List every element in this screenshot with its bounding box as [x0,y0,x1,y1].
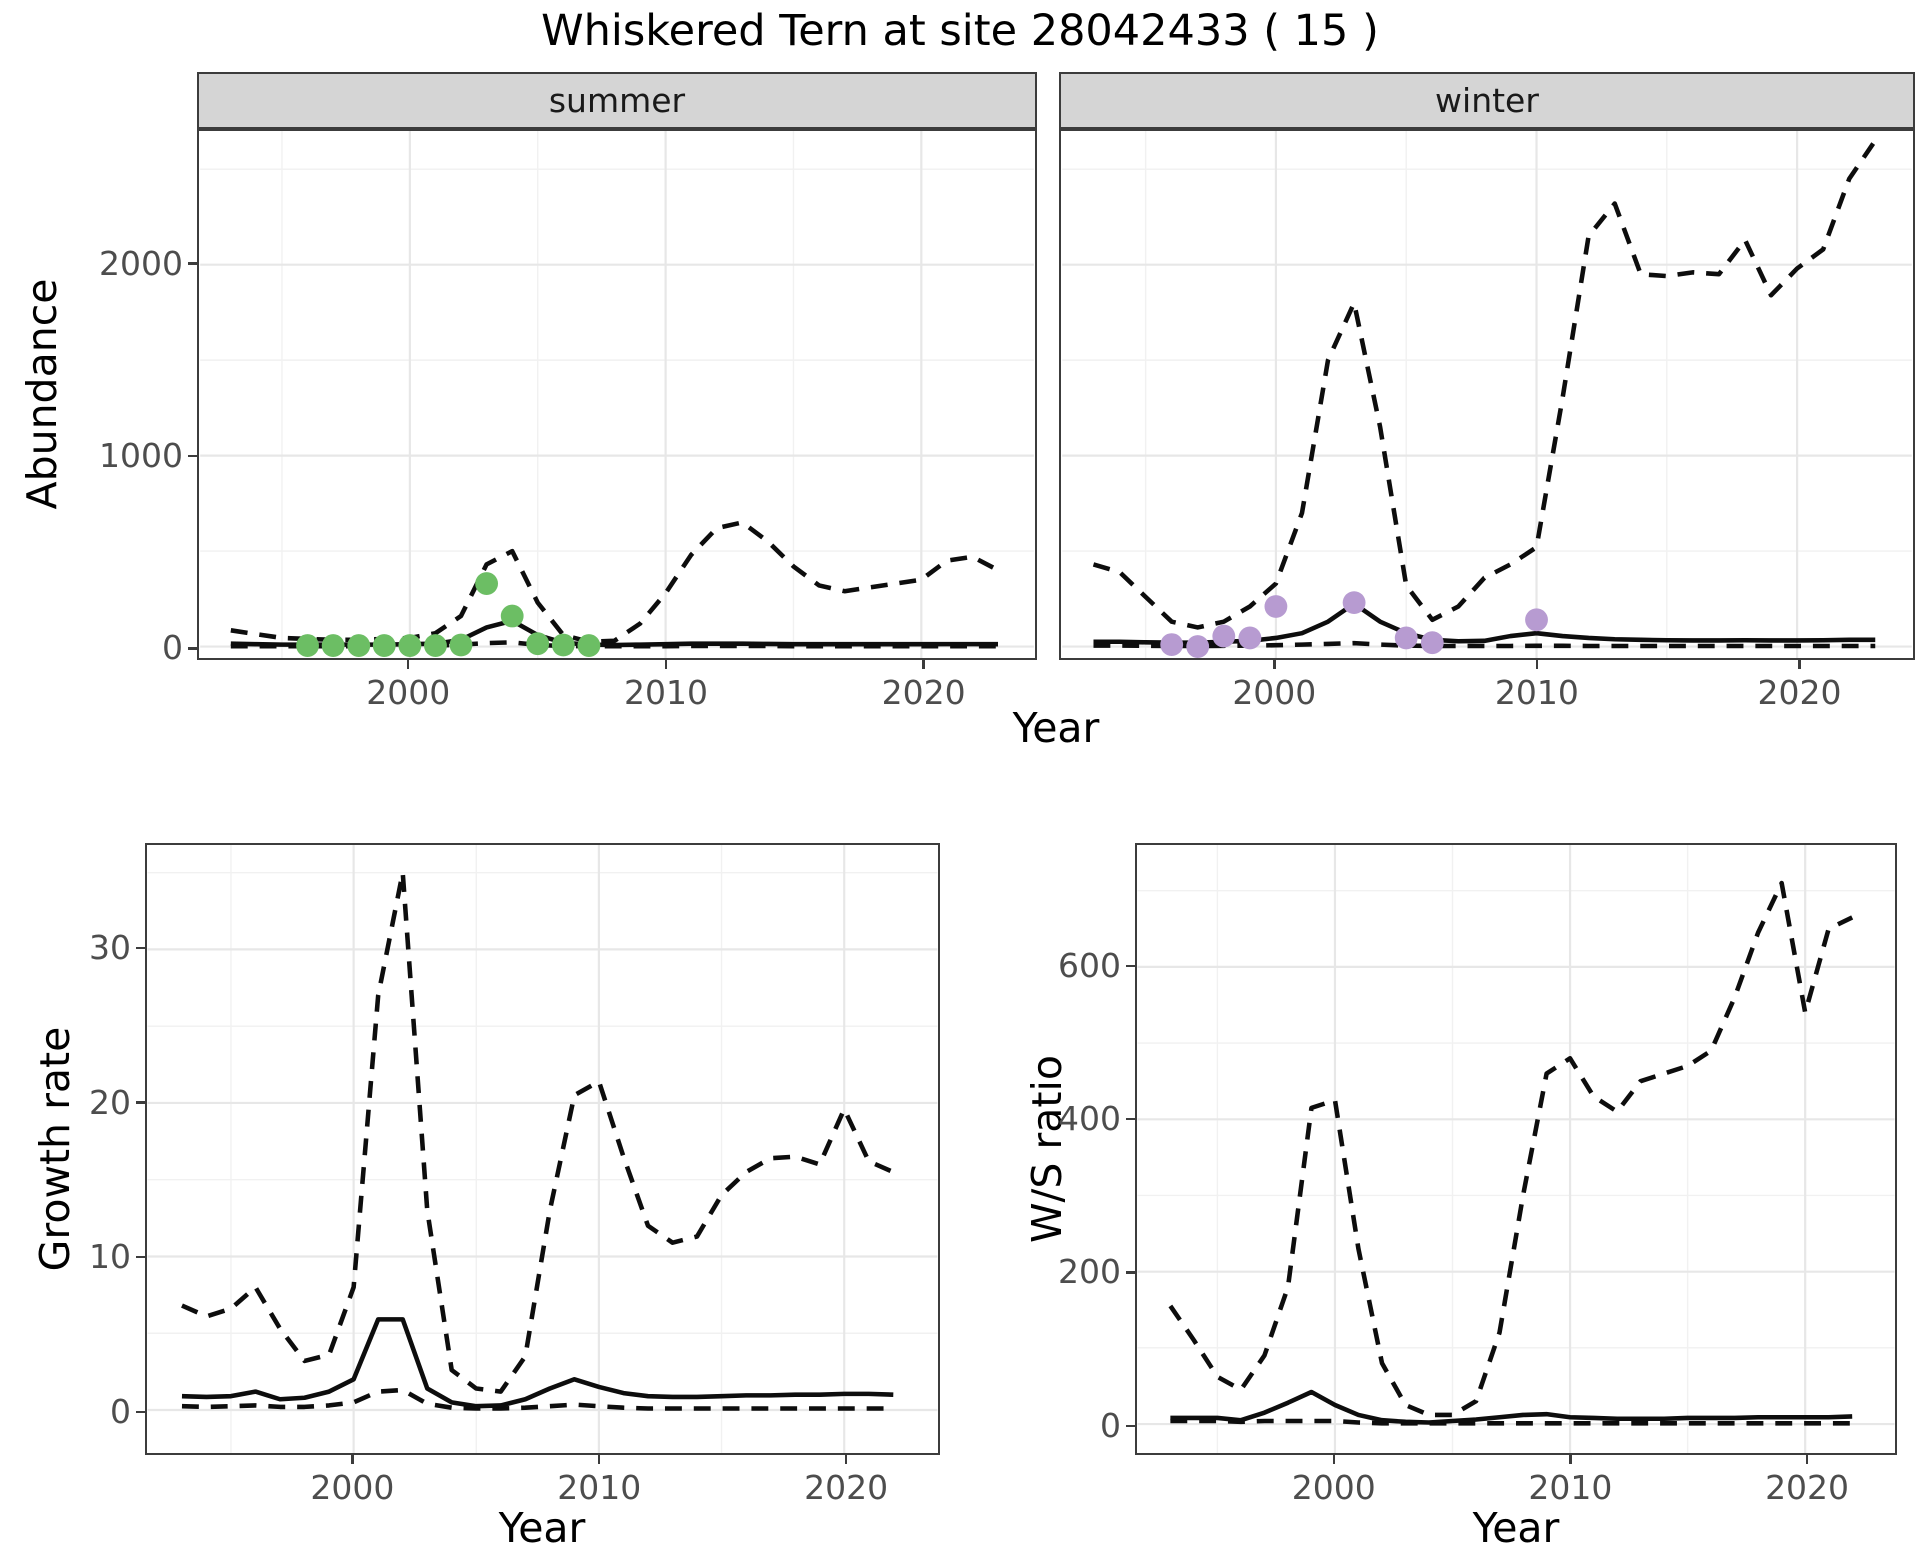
y-tick-label: 0 [110,1391,131,1431]
y-tick-mark [188,454,197,458]
abundance-winter-panel [1059,129,1915,660]
abundance-summer-observed-counts-point [372,634,396,658]
y-tick-label: 30 [89,928,131,968]
x-tick-label: 2010 [623,673,708,712]
ratio-year-axis-title: Year [1472,1504,1560,1552]
abundance-winter-observed-counts-point [1186,635,1210,658]
y-tick-mark [1126,964,1135,967]
y-tick-mark [136,1410,145,1413]
y-tick-mark [188,647,197,650]
abundance-summer-observed-counts-point [475,572,499,595]
y-tick-mark [1126,1117,1135,1121]
x-tick-label: 2010 [557,1468,642,1507]
abundance-summer-observed-counts-point [424,634,447,658]
abundance-winter-observed-counts-point [1238,626,1262,650]
x-tick-label: 2000 [310,1468,395,1507]
x-tick-label: 2020 [881,673,966,712]
x-tick-label: 2020 [1757,673,1842,712]
y-tick-mark [136,946,145,950]
facet-label-summer: summer [548,81,686,120]
y-tick-mark [1126,1424,1135,1428]
abundance-winter-observed-counts-point [1264,595,1288,618]
abundance-winter-plot [1062,131,1912,658]
y-tick-mark [136,1101,145,1104]
abundance-winter-observed-counts-point [1394,626,1418,650]
abundance-summer-plot [200,131,1034,658]
growth-rate-upper-ci-line [181,870,895,1394]
growth-rate-estimate-line [181,1317,894,1409]
x-tick-mark [1798,660,1801,669]
abundance-winter-observed-counts-point [1342,591,1366,615]
ws-ratio-lower-ci-line [1170,1418,1853,1426]
ws-ratio-plot [1137,845,1895,1453]
abundance-winter-estimate-line [1093,601,1876,645]
growth-rate-plot [147,845,938,1453]
abundance-summer-observed-counts-point [526,632,550,656]
x-tick-mark [844,1455,848,1464]
abundance-winter-observed-counts-point [1212,624,1236,648]
abundance-winter-observed-counts-point [1160,633,1184,657]
x-tick-mark [1569,1455,1572,1464]
facet-strip-winter: winter [1059,72,1915,129]
x-tick-mark [1805,1455,1809,1464]
x-tick-label: 2000 [1232,673,1317,712]
x-tick-label: 2010 [1528,1468,1613,1507]
y-tick-label: 2000 [99,243,183,283]
x-tick-label: 2010 [1494,673,1579,712]
y-tick-label: 20 [89,1082,131,1122]
abundance-winter-observed-counts-point [1525,608,1548,632]
abundance-summer-observed-counts-point [500,604,524,628]
y-tick-label: 0 [162,628,183,668]
x-tick-mark [598,1455,601,1464]
y-tick-mark [1126,1271,1135,1274]
growth-year-axis-title: Year [498,1504,586,1552]
x-tick-label: 2000 [366,673,451,712]
abundance-summer-observed-counts-point [449,633,473,657]
abundance-summer-upper-ci-line [230,520,1000,645]
facet-label-winter: winter [1435,81,1539,120]
top-year-axis-title: Year [1012,704,1100,752]
abundance-winter-upper-ci-line [1092,139,1878,630]
abundance-summer-panel [197,129,1037,660]
abundance-summer-observed-counts-point [347,634,371,658]
page-title: Whiskered Tern at site 28042433 ( 15 ) [541,6,1379,56]
ws-ratio-upper-ci-line [1168,880,1854,1418]
y-tick-label: 400 [1058,1099,1121,1139]
ws-ratio-panel [1135,843,1897,1455]
abundance-axis-title: Abundance [18,278,66,510]
x-tick-mark [664,660,668,669]
growth-rate-panel [145,843,940,1455]
abundance-summer-observed-counts-point [398,634,422,658]
y-tick-label: 1000 [99,436,183,476]
abundance-winter-observed-counts-point [1420,631,1444,655]
x-tick-label: 2020 [804,1468,889,1507]
abundance-summer-observed-counts-point [577,634,601,658]
x-tick-mark [407,660,410,669]
y-tick-mark [188,262,197,265]
abundance-summer-observed-counts-point [321,634,345,658]
x-tick-mark [1332,1455,1335,1464]
y-tick-mark [136,1255,145,1259]
facet-strip-summer: summer [197,72,1037,129]
x-tick-label: 2020 [1765,1468,1850,1507]
y-tick-label: 600 [1058,945,1121,985]
x-tick-label: 2000 [1291,1468,1376,1507]
x-tick-mark [922,660,925,669]
x-tick-mark [351,1455,354,1464]
ws-ratio-estimate-line [1170,1389,1853,1425]
y-tick-label: 10 [89,1237,131,1277]
ws-ratio-axis-title: W/S ratio [1023,1055,1071,1243]
y-tick-label: 200 [1058,1252,1121,1292]
x-tick-mark [1273,660,1276,669]
abundance-summer-observed-counts-point [551,633,575,657]
x-tick-mark [1535,660,1539,669]
y-tick-label: 0 [1100,1405,1121,1445]
abundance-summer-observed-counts-point [296,634,319,658]
growth-rate-lower-ci-line [181,1387,894,1411]
